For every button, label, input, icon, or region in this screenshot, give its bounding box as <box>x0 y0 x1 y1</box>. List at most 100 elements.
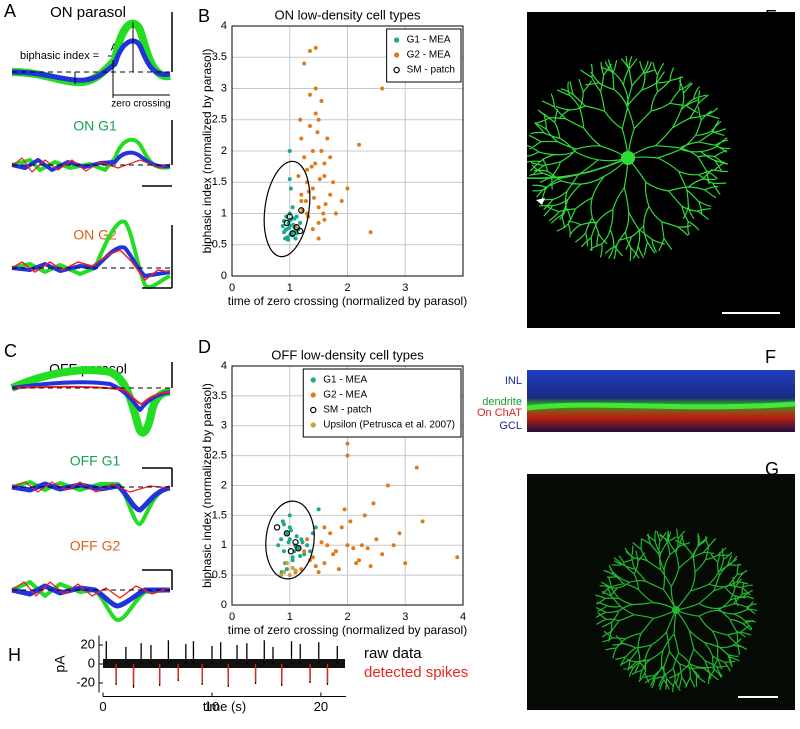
data-point <box>328 192 333 197</box>
axon <box>527 157 629 180</box>
data-point <box>290 555 295 560</box>
x-axis-label: time (s) <box>203 699 246 714</box>
x-tick-label: 2 <box>344 611 350 623</box>
legend: G1 - MEA G2 - MEA SM - patch Upsilon (Petru… <box>302 368 462 438</box>
data-point <box>287 537 292 542</box>
x-tick-label: 1 <box>287 282 293 294</box>
data-point <box>299 192 304 197</box>
data-point <box>313 111 318 116</box>
data-point <box>414 465 419 470</box>
y-tick-label: 3 <box>221 82 227 94</box>
data-point <box>380 86 385 91</box>
legend: G1 - MEA G2 - MEA SM - patch <box>386 28 462 83</box>
micrograph <box>527 474 795 710</box>
data-point <box>302 549 307 554</box>
y-tick-label: 1 <box>221 207 227 219</box>
panel-label: F <box>765 347 776 367</box>
x-tick-label: 1 <box>287 611 293 623</box>
data-point <box>365 546 370 551</box>
data-point <box>288 186 293 191</box>
legend-label: G2 - MEA <box>323 390 367 401</box>
data-point <box>380 552 385 557</box>
data-point <box>292 539 299 546</box>
data-point <box>322 561 327 566</box>
x-tick-label: 0 <box>229 282 235 294</box>
data-point <box>286 237 291 242</box>
data-point <box>403 561 408 566</box>
data-point <box>315 130 320 135</box>
data-point <box>307 549 312 554</box>
y-tick-label: 0.5 <box>212 239 227 251</box>
legend-label: detected spikes <box>364 664 468 681</box>
data-point <box>313 564 318 569</box>
data-point <box>294 214 299 219</box>
layer-label: dendrite <box>482 396 522 408</box>
neuron-image <box>527 56 731 262</box>
micrograph <box>527 370 795 432</box>
y-tick-label: 20 <box>81 636 95 651</box>
data-point <box>319 540 324 545</box>
x-tick-label: 10 <box>205 699 219 714</box>
trough-label: B <box>48 86 54 96</box>
legend-label: SM - patch <box>407 65 455 76</box>
legend-marker <box>393 66 400 74</box>
data-point <box>317 177 322 182</box>
data-point <box>281 549 286 554</box>
data-point <box>359 543 364 548</box>
panel-label: D <box>198 337 211 357</box>
legend-marker <box>310 422 316 428</box>
x-tick-label: 0 <box>99 699 106 714</box>
y-tick-label: 4 <box>221 20 227 32</box>
legend-label: G1 - MEA <box>323 375 367 386</box>
data-point <box>339 525 344 530</box>
cluster-boundary <box>265 500 315 580</box>
plot-frame <box>231 25 464 277</box>
data-point <box>316 220 321 225</box>
data-point <box>333 549 338 554</box>
data-point <box>333 211 338 216</box>
layer-label: INL <box>505 375 522 387</box>
zero-crossing-label: zero crossing <box>111 99 170 110</box>
x-tick-label: 3 <box>402 282 408 294</box>
chart-title: OFF low-density cell types <box>271 347 424 362</box>
data-point <box>284 567 289 572</box>
arrowhead <box>536 198 545 205</box>
data-point <box>319 149 324 153</box>
legend-label: SM - patch <box>323 405 371 416</box>
y-tick-label: -20 <box>76 674 95 689</box>
legend-marker <box>394 52 400 58</box>
data-point <box>313 161 318 166</box>
data-point <box>357 142 362 147</box>
legend-marker <box>310 377 316 383</box>
data-point <box>323 202 328 207</box>
data-point <box>316 236 321 241</box>
dendrite <box>595 528 758 693</box>
panel-c: OFF parasol OFF G1 OFF G2 <box>10 361 173 622</box>
data-point <box>300 540 305 545</box>
data-point <box>287 573 292 578</box>
data-point <box>287 225 292 230</box>
data-point <box>309 164 314 169</box>
data-point <box>302 61 307 66</box>
data-point <box>321 211 326 216</box>
trace <box>11 385 171 405</box>
data-point <box>322 161 327 166</box>
y-tick-label: 0.5 <box>212 569 227 581</box>
data-point <box>345 441 350 446</box>
x-axis-label: time of zero crossing (normalized by par… <box>228 294 467 308</box>
data-point <box>296 546 301 551</box>
trace <box>11 583 170 609</box>
data-point <box>328 531 333 536</box>
data-point <box>391 543 396 548</box>
legend-box <box>302 368 462 438</box>
trace <box>11 380 171 412</box>
data-point <box>345 453 350 458</box>
chart-title: ON low-density cell types <box>275 7 421 22</box>
data-point <box>316 205 321 210</box>
data-point <box>310 227 315 232</box>
data-point <box>276 543 281 548</box>
plot-frame <box>231 365 464 606</box>
data-point <box>319 99 324 103</box>
